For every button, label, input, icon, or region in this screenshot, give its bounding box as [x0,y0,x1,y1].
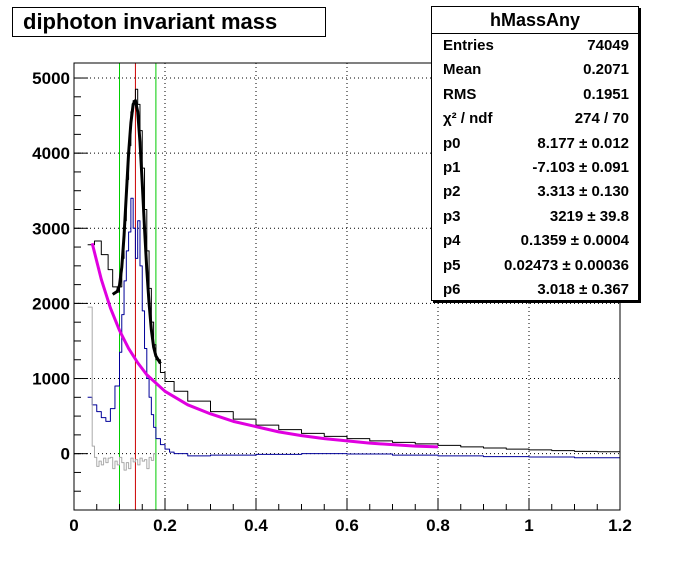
stats-key: p0 [443,134,461,152]
stats-box: hMassAny Entries 74049 Mean 0.2071 RMS 0.1951… [431,6,639,301]
y-tick-label: 3000 [32,219,70,238]
stats-value: 0.02473 ± 0.00036 [503,256,629,274]
series-line-3 [111,99,162,365]
x-tick-label: 0.6 [335,516,359,535]
stats-key: Mean [443,61,482,79]
stats-value: 0.1951 [583,85,629,103]
stats-row: p3 3219 ± 39.8 [432,205,638,229]
stats-rows: Entries 74049 Mean 0.2071 RMS 0.1951 χ² / ndf 2… [432,34,638,302]
stats-key: p1 [443,158,461,176]
series-line-1 [87,197,621,459]
stats-value: 3.313 ± 0.130 [537,183,629,201]
y-tick-labels: 0 1000 2000 3000 4000 5000 [32,69,70,464]
x-tick-label: 1.2 [608,516,632,535]
stats-key: χ² / ndf [443,110,493,128]
y-tick-label: 5000 [32,69,70,88]
x-tick-label: 0.4 [244,516,268,535]
x-tick-label: 0.8 [426,516,450,535]
stats-row: χ² / ndf 274 / 70 [432,107,638,131]
stats-row: p0 8.177 ± 0.012 [432,132,638,156]
series-line-2 [87,306,156,471]
x-tick-labels: 0 0.2 0.4 0.6 0.8 1 1.2 [69,516,632,535]
stats-key: p6 [443,280,461,298]
stats-value: 0.1359 ± 0.0004 [520,232,629,250]
stats-value: -7.103 ± 0.091 [532,158,629,176]
stats-row: p2 3.313 ± 0.130 [432,180,638,204]
stats-value: 274 / 70 [574,110,629,128]
series-line-0 [87,88,621,453]
axis-ticks [73,77,621,510]
y-tick-label: 0 [61,445,70,464]
stats-value: 74049 [587,37,629,54]
data-series [87,88,621,471]
stats-key: Entries [443,37,494,54]
stats-key: p3 [443,207,461,225]
x-tick-label: 0 [69,516,78,535]
series-line-4 [90,242,439,449]
stats-row: Entries 74049 [432,34,638,58]
x-tick-label: 1 [524,516,533,535]
stats-row: p4 0.1359 ± 0.0004 [432,229,638,253]
stats-key: p2 [443,183,461,201]
stats-value: 3.018 ± 0.367 [537,280,629,298]
y-tick-label: 2000 [32,294,70,313]
x-tick-label: 0.2 [153,516,177,535]
stats-row: Mean 0.2071 [432,58,638,82]
stats-row: p6 3.018 ± 0.367 [432,278,638,302]
stats-key: p4 [443,232,461,250]
stats-row: p1 -7.103 ± 0.091 [432,156,638,180]
stats-key: RMS [443,85,477,103]
chart-title: diphoton invariant mass [12,7,326,37]
stats-value: 3219 ± 39.8 [549,207,629,225]
stats-title: hMassAny [432,7,638,34]
y-tick-label: 1000 [32,370,70,389]
stats-row: RMS 0.1951 [432,83,638,107]
y-tick-label: 4000 [32,144,70,163]
stats-value: 8.177 ± 0.012 [537,134,629,152]
stats-value: 0.2071 [583,61,629,79]
stats-row: p5 0.02473 ± 0.00036 [432,254,638,278]
stats-key: p5 [443,256,461,274]
